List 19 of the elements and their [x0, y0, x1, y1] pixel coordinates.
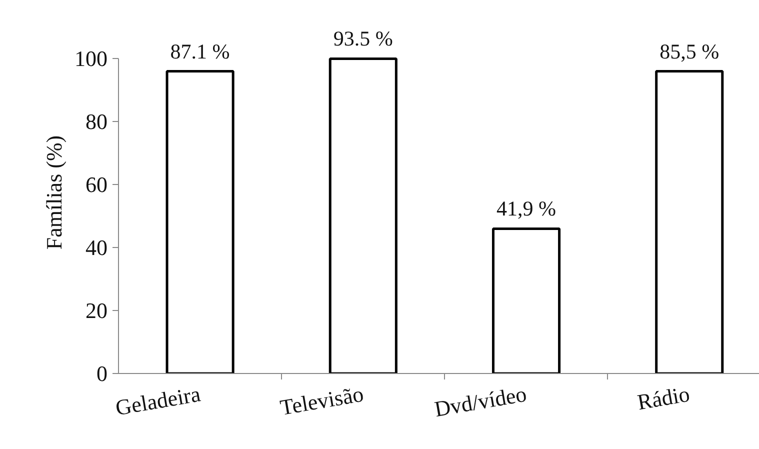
text: 93.5 % — [333, 26, 393, 51]
y-tick-label: 20 — [86, 298, 108, 324]
y-axis-title: Famílias (%) — [42, 135, 66, 250]
y-tick-label: 100 — [74, 46, 108, 72]
y-tick-label: 40 — [86, 235, 108, 260]
annotation: 41,9 % — [496, 196, 556, 221]
annotation: 87.1 % — [170, 39, 230, 64]
x-tick-label: Rádio — [635, 381, 692, 415]
y-tick-label: 60 — [86, 172, 108, 198]
annotation: 85,5 % — [660, 39, 720, 64]
bar — [328, 57, 398, 374]
bar — [655, 70, 724, 374]
y-tick-label: 0 — [96, 361, 108, 386]
x-tick-label: Televisão — [278, 381, 366, 420]
x-tick-label: Dvd/vídeo — [432, 381, 528, 422]
y-tick-label: 80 — [86, 109, 108, 134]
bar — [492, 227, 561, 374]
bar — [166, 70, 234, 374]
x-tick-label: Geladeira — [114, 381, 202, 420]
